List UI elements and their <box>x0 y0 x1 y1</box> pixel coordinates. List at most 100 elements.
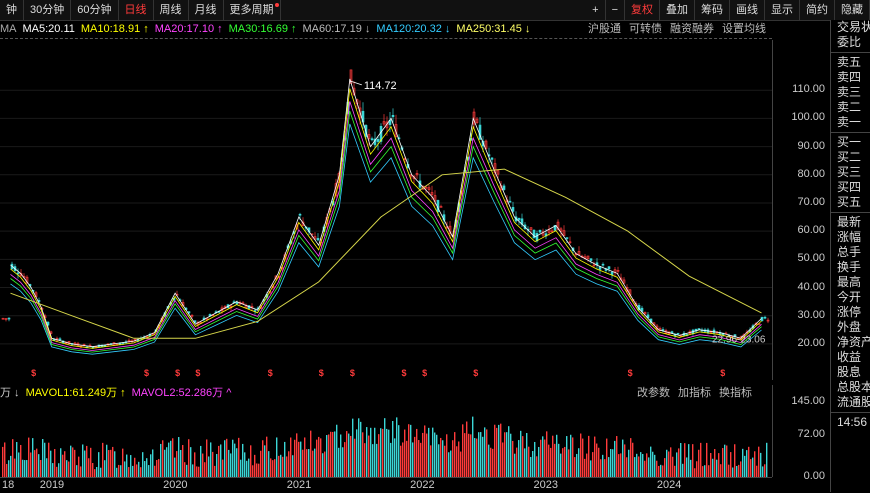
tool-button-7[interactable]: 简约 <box>800 0 835 20</box>
volume-bar <box>122 448 124 477</box>
volume-bar <box>446 434 448 477</box>
date-tick: 2022 <box>410 479 435 491</box>
volume-bar <box>136 464 138 477</box>
period-tab-5[interactable]: 月线 <box>189 0 224 20</box>
tool-button-2[interactable]: 复权 <box>625 0 660 20</box>
volume-bar <box>26 460 28 477</box>
volume-bar <box>714 449 716 477</box>
candle-body <box>16 272 20 275</box>
period-tab-1[interactable]: 30分钟 <box>24 0 72 20</box>
candle-body <box>616 270 620 272</box>
event-marker[interactable]: $ <box>195 368 200 378</box>
volume-bar <box>370 427 372 477</box>
panel-row-25: 股息 <box>837 365 862 379</box>
volume-bar <box>432 427 434 477</box>
peak-pointer <box>349 80 362 86</box>
volume-bar <box>64 451 66 477</box>
volume-bar <box>294 439 296 477</box>
chart-link-1[interactable]: 可转债 <box>629 23 662 35</box>
volume-bar <box>380 428 382 477</box>
volume-bar <box>300 441 302 477</box>
price-tick: 20.00 <box>797 336 825 349</box>
event-marker[interactable]: $ <box>628 368 633 378</box>
period-tab-6[interactable]: 更多周期 <box>224 0 281 20</box>
volume-bar <box>698 449 700 477</box>
candle-body <box>676 332 680 335</box>
volume-bar <box>170 440 172 477</box>
tool-button-4[interactable]: 筹码 <box>695 0 730 20</box>
event-marker[interactable]: $ <box>144 368 149 378</box>
volume-bar <box>526 433 528 477</box>
event-marker[interactable]: $ <box>422 368 427 378</box>
volume-bar <box>36 448 38 477</box>
volume-bar <box>496 427 498 477</box>
period-tab-0[interactable]: 钟 <box>0 0 24 20</box>
volume-bar <box>22 459 24 477</box>
price-chart[interactable]: 114.72 22.96-23.06 $ $ $ $ $ $ $ $ $ $ $ $ <box>0 40 772 380</box>
event-marker[interactable]: $ <box>350 368 355 378</box>
vol-link-1[interactable]: 加指标 <box>678 387 711 399</box>
volume-bar <box>546 431 548 477</box>
volume-bar <box>646 453 648 477</box>
candle-body <box>763 316 767 319</box>
volume-bar <box>382 428 384 477</box>
volume-bar <box>514 453 516 477</box>
vol-link-2[interactable]: 换指标 <box>719 387 752 399</box>
period-tab-4[interactable]: 周线 <box>154 0 189 20</box>
period-tab-3[interactable]: 日线 <box>119 0 154 20</box>
panel-separator <box>831 212 870 213</box>
volume-bar <box>348 433 350 477</box>
volume-bar <box>168 442 170 477</box>
volume-bar <box>190 447 192 477</box>
event-marker[interactable]: $ <box>175 368 180 378</box>
volume-bar <box>552 435 554 477</box>
volume-bar <box>582 438 584 477</box>
event-marker[interactable]: $ <box>31 368 36 378</box>
notice-dot <box>274 3 279 7</box>
volume-bar <box>420 442 422 477</box>
volume-bar <box>94 469 96 477</box>
volume-bar <box>580 433 582 477</box>
volume-bar <box>280 454 282 477</box>
vol-link-0[interactable]: 改参数 <box>637 387 670 399</box>
chart-link-3[interactable]: 设置均线 <box>722 23 766 35</box>
tool-button-8[interactable]: 隐藏 <box>835 0 870 20</box>
volume-bar <box>2 446 4 477</box>
event-marker[interactable]: $ <box>319 368 324 378</box>
tool-button-5[interactable]: 画线 <box>730 0 765 20</box>
volume-bar <box>324 451 326 477</box>
tool-button-0[interactable]: + <box>586 0 606 20</box>
event-marker[interactable]: $ <box>473 368 478 378</box>
volume-bar <box>304 437 306 477</box>
volume-bar <box>682 463 684 477</box>
ma-legend: MA MA5:20.11 MA10:18.91 ↑ MA20:17.10 ↑ MA30:… <box>0 21 536 37</box>
volume-bar <box>550 447 552 477</box>
event-marker[interactable]: $ <box>720 368 725 378</box>
volume-bar <box>44 442 46 477</box>
chart-link-0[interactable]: 沪股通 <box>588 23 621 35</box>
volume-bar <box>86 445 88 477</box>
event-marker[interactable]: $ <box>268 368 273 378</box>
candle-body <box>532 229 536 239</box>
candle-body <box>424 186 428 189</box>
volume-bar <box>364 443 366 477</box>
volume-bar <box>674 465 676 477</box>
volume-bar <box>332 431 334 477</box>
volume-bar <box>560 453 562 477</box>
volume-bar <box>118 464 120 477</box>
chart-link-2[interactable]: 融资融券 <box>670 23 714 35</box>
tool-button-1[interactable]: − <box>606 0 625 20</box>
volume-bar <box>532 451 534 477</box>
ma-item-1: MA10:18.91 ↑ <box>80 23 149 35</box>
candle-body <box>481 140 485 147</box>
volume-chart[interactable] <box>0 402 772 477</box>
volume-bar <box>600 459 602 477</box>
period-tab-2[interactable]: 60分钟 <box>71 0 119 20</box>
tool-button-6[interactable]: 显示 <box>765 0 800 20</box>
volume-bar <box>282 456 284 477</box>
event-marker[interactable]: $ <box>402 368 407 378</box>
volume-bar <box>442 440 444 477</box>
volume-bar <box>188 439 190 477</box>
volume-bar <box>4 442 6 477</box>
tool-button-3[interactable]: 叠加 <box>660 0 695 20</box>
